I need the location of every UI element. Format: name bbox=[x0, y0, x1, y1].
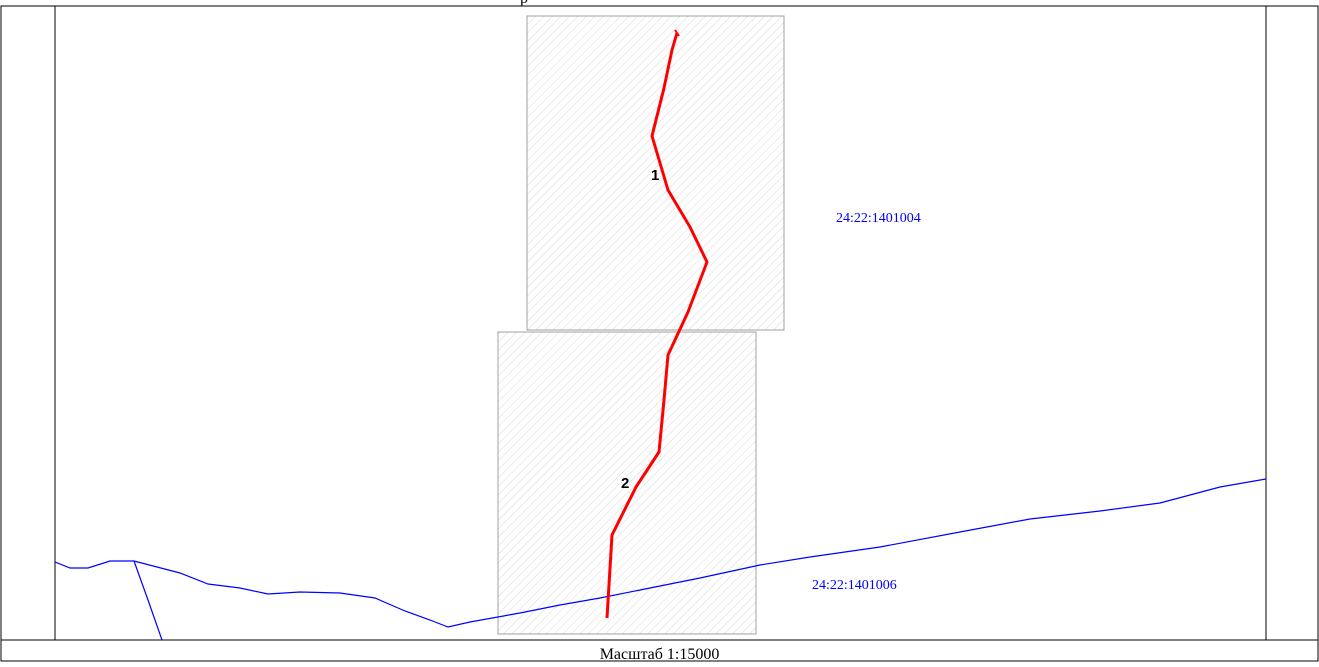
route-start-tick bbox=[674, 29, 680, 37]
sheet-1 bbox=[526, 15, 785, 331]
parcel-number-2: 2 bbox=[621, 475, 629, 492]
cadastral-label-1401004: 24:22:1401004 bbox=[836, 211, 921, 226]
parcel-number-1: 1 bbox=[651, 167, 659, 184]
top-caption: р bbox=[520, 0, 580, 6]
sheet-2 bbox=[497, 331, 757, 635]
cadastral-boundary-line bbox=[55, 478, 1266, 628]
route-line bbox=[605, 32, 709, 619]
cadastral-label-1401006: 24:22:1401006 bbox=[812, 578, 897, 593]
cadastral-boundary-branch bbox=[133, 560, 163, 640]
scale-caption: Масштаб 1:15000 bbox=[599, 646, 720, 663]
outer-border bbox=[0, 5, 1319, 662]
